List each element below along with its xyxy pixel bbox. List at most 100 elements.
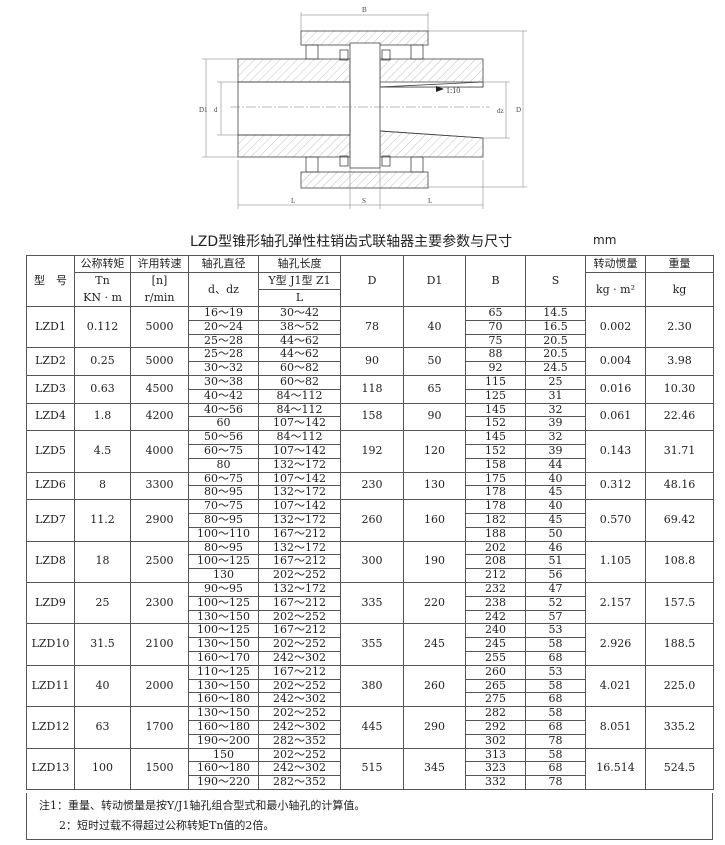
header-D: D bbox=[340, 255, 404, 307]
cell-B: 208 bbox=[465, 554, 526, 570]
cell-S: 40 bbox=[525, 499, 586, 514]
table-row: 130～150 202～252 245 58 bbox=[27, 637, 714, 652]
cell-D1: 90 bbox=[403, 402, 466, 432]
cell-speed: 4500 bbox=[130, 374, 189, 404]
taper-ratio: 1:10 bbox=[446, 86, 460, 95]
cell-D: 445 bbox=[340, 706, 404, 749]
cell-S: 32 bbox=[525, 430, 586, 445]
cell-bore: 130～150 bbox=[188, 706, 259, 721]
cell-bore: 80～95 bbox=[188, 540, 259, 556]
table-row: LZD1 0.112 5000 16～19 30～42 78 40 65 14.5 0.002 2.… bbox=[26, 305, 714, 349]
table-row: 25～28 44～62 75 20.5 bbox=[27, 333, 714, 349]
cell-model: LZD12 bbox=[26, 706, 75, 749]
header-D1: D1 bbox=[403, 255, 466, 307]
cell-S: 47 bbox=[525, 581, 586, 597]
table-row: 30～32 60～82 92 24.5 bbox=[27, 361, 714, 376]
cell-weight: 335.2 bbox=[645, 706, 714, 749]
cell-bore-length: 202～252 bbox=[258, 747, 341, 763]
note-1: 注1：重量、转动惯量是按Y/J1轴孔组合型式和最小轴孔的计算值。 bbox=[39, 799, 366, 812]
cell-bore: 60 bbox=[188, 416, 259, 432]
cell-bore-length: 84～112 bbox=[258, 430, 341, 445]
cell-D: 300 bbox=[340, 540, 404, 583]
cell-bore: 130～150 bbox=[188, 609, 259, 625]
cell-D1: 290 bbox=[403, 706, 466, 749]
cell-bore: 110～125 bbox=[188, 664, 259, 680]
header-S: S bbox=[525, 255, 586, 307]
cell-torque: 1.8 bbox=[74, 402, 131, 432]
cell-bore: 100～125 bbox=[188, 623, 259, 639]
cell-model: LZD13 bbox=[26, 747, 75, 790]
cell-S: 45 bbox=[525, 485, 586, 501]
cell-bore: 40～42 bbox=[188, 388, 259, 404]
cell-weight: 2.30 bbox=[645, 305, 714, 349]
cell-bore-length: 38～52 bbox=[258, 319, 341, 335]
cell-bore-length: 60～82 bbox=[258, 361, 341, 376]
cell-weight: 157.5 bbox=[645, 581, 714, 625]
cell-inertia: 0.016 bbox=[585, 374, 646, 404]
cell-B: 332 bbox=[465, 775, 526, 790]
cell-bore: 160～170 bbox=[188, 650, 259, 666]
cell-B: 125 bbox=[465, 388, 526, 404]
cell-bore-length: 282～352 bbox=[258, 775, 341, 790]
cell-S: 40 bbox=[525, 471, 586, 487]
cell-bore-length: 60～82 bbox=[258, 374, 341, 390]
cell-B: 265 bbox=[465, 678, 526, 694]
cell-S: 58 bbox=[525, 706, 586, 721]
cell-torque: 0.63 bbox=[74, 374, 131, 404]
table-row: 160～170 242～302 255 68 bbox=[27, 650, 714, 666]
cell-torque: 100 bbox=[74, 747, 131, 790]
cell-torque: 18 bbox=[74, 540, 131, 583]
cell-D1: 345 bbox=[403, 747, 466, 790]
cell-inertia: 0.312 bbox=[585, 471, 646, 501]
coupling-cross-section-drawing: B D dz D1 d L S L 1:10 bbox=[199, 6, 527, 209]
cell-D: 158 bbox=[340, 402, 404, 432]
cell-B: 158 bbox=[465, 457, 526, 473]
table-row: LZD4 1.8 4200 40～56 84～112 158 90 145 32 0.061 22.… bbox=[26, 402, 714, 432]
cell-B: 178 bbox=[465, 485, 526, 501]
cell-bore: 130～150 bbox=[188, 678, 259, 694]
cell-model: LZD2 bbox=[26, 347, 75, 376]
cell-B: 212 bbox=[465, 568, 526, 583]
header-model: 型 号 bbox=[26, 255, 75, 307]
cell-D: 515 bbox=[340, 747, 404, 790]
cell-bore-length: 167～212 bbox=[258, 554, 341, 570]
header-speed: 许用转速 bbox=[130, 255, 189, 273]
table-notes: 注1：重量、转动惯量是按Y/J1轴孔组合型式和最小轴孔的计算值。 2：短时过载不… bbox=[26, 793, 713, 840]
cell-bore-length: 107～142 bbox=[258, 416, 341, 432]
cell-bore-length: 242～302 bbox=[258, 650, 341, 666]
cell-B: 202 bbox=[465, 540, 526, 556]
cell-inertia: 0.570 bbox=[585, 499, 646, 542]
cell-speed: 4200 bbox=[130, 402, 189, 432]
table-row: 80 132～172 158 44 bbox=[27, 457, 714, 473]
cell-bore: 190～220 bbox=[188, 775, 259, 790]
cell-D1: 220 bbox=[403, 581, 466, 625]
cell-bore-length: 167～212 bbox=[258, 623, 341, 639]
cell-bore: 25～28 bbox=[188, 333, 259, 349]
cell-D1: 40 bbox=[403, 305, 466, 349]
cell-inertia: 16.514 bbox=[585, 747, 646, 790]
cell-inertia: 0.143 bbox=[585, 430, 646, 473]
cell-D: 90 bbox=[340, 347, 404, 376]
cell-S: 39 bbox=[525, 416, 586, 432]
table-row: 100～110 167～212 188 50 bbox=[27, 526, 714, 542]
cell-B: 70 bbox=[465, 319, 526, 335]
cell-D1: 65 bbox=[403, 374, 466, 404]
table-row: LZD7 11.2 2900 70～75 107～142 260 160 178 40 0.570… bbox=[26, 499, 714, 542]
cell-weight: 22.46 bbox=[645, 402, 714, 432]
cell-B: 152 bbox=[465, 443, 526, 459]
cell-B: 238 bbox=[465, 595, 526, 611]
cell-S: 24.5 bbox=[525, 361, 586, 376]
cell-B: 178 bbox=[465, 499, 526, 514]
cell-B: 175 bbox=[465, 471, 526, 487]
cell-inertia: 8.051 bbox=[585, 706, 646, 749]
table-row: LZD6 8 3300 60～75 107～142 230 130 175 40 0.312 48.… bbox=[26, 471, 714, 501]
cell-S: 78 bbox=[525, 775, 586, 790]
header-inertia-unit: kg · m² bbox=[585, 272, 646, 307]
table-row: 190～220 282～352 332 78 bbox=[27, 775, 714, 790]
cell-speed: 5000 bbox=[130, 347, 189, 376]
table-row: LZD10 31.5 2100 100～125 167～212 355 245 240 53 2.… bbox=[26, 623, 714, 666]
header-bore-symbol: d、dz bbox=[188, 272, 259, 307]
cell-bore: 40～56 bbox=[188, 402, 259, 418]
cell-torque: 11.2 bbox=[74, 499, 131, 542]
cell-bore: 160～180 bbox=[188, 692, 259, 708]
